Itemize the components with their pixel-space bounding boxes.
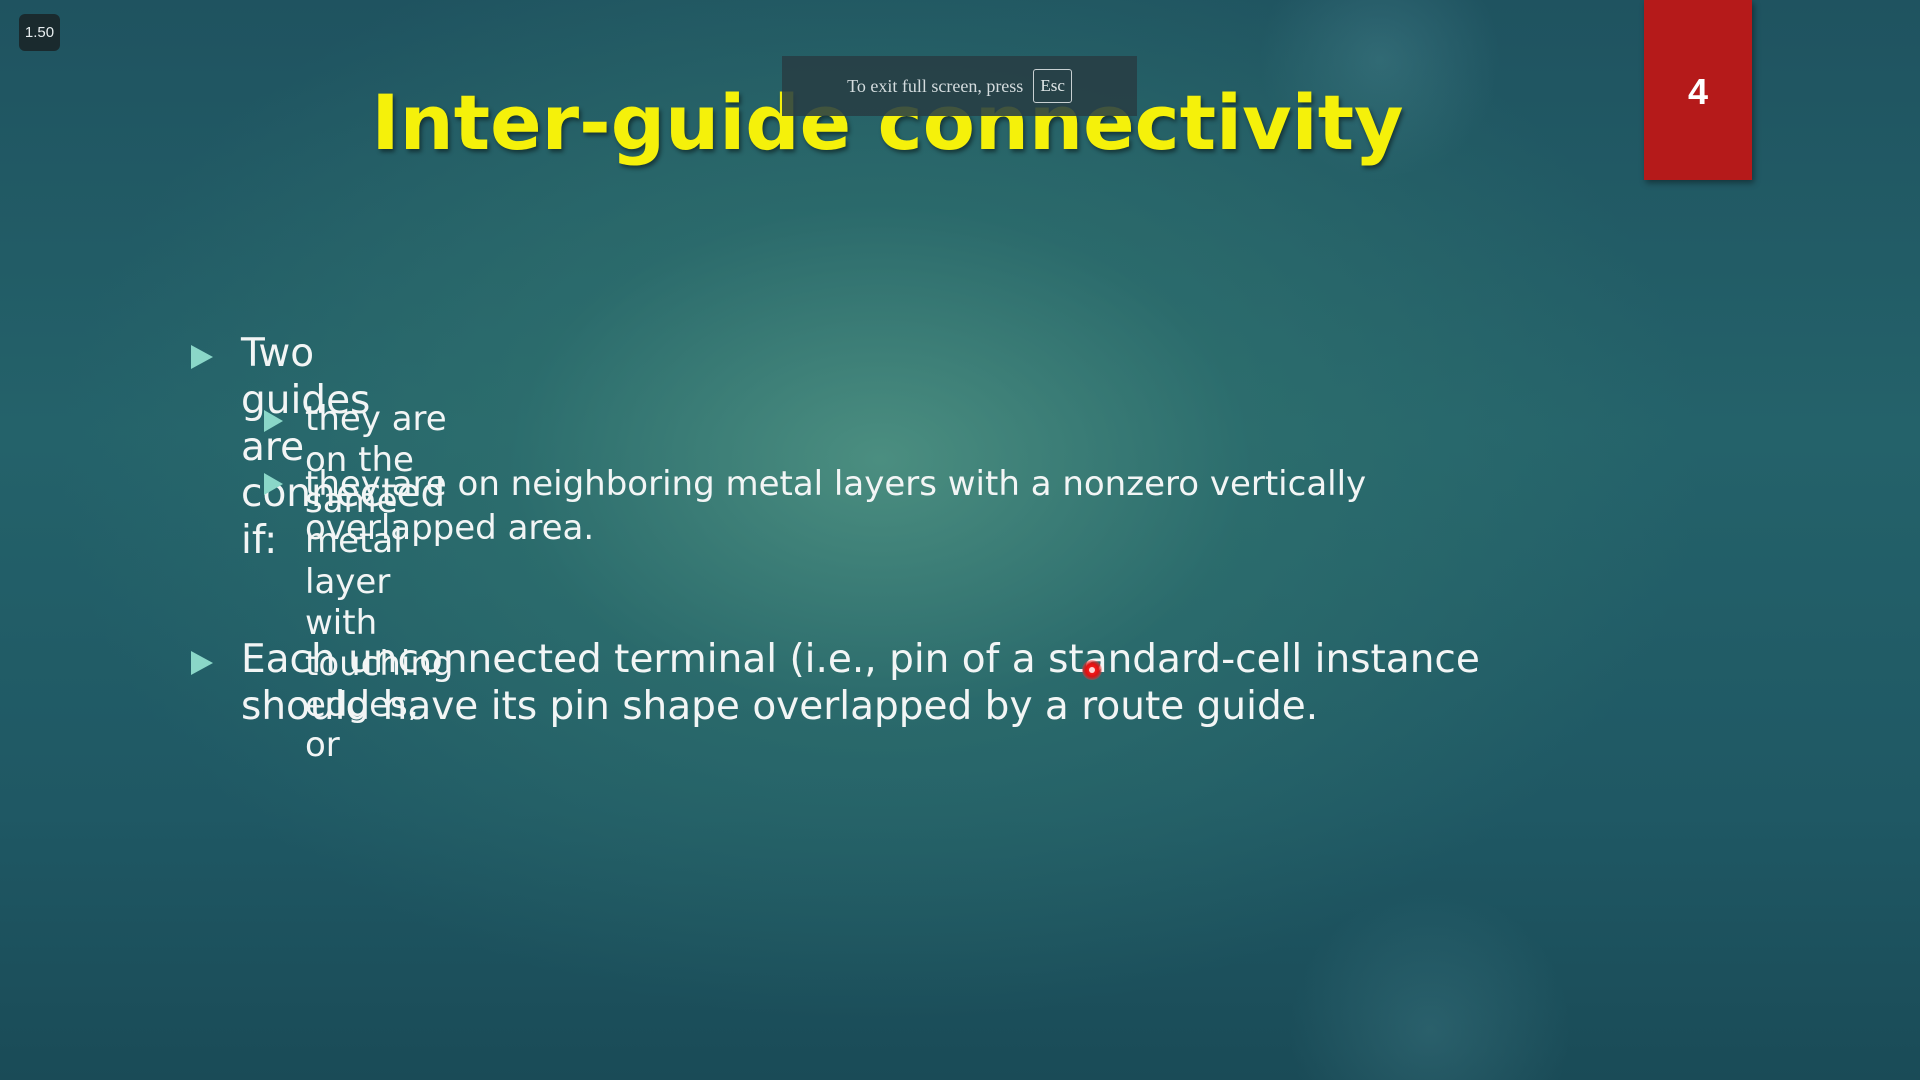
esc-key-hint: Esc	[1033, 69, 1072, 103]
laser-pointer-icon	[1082, 660, 1102, 680]
sub-bullet-item: they are on neighboring metal layers wit…	[264, 462, 1424, 550]
playback-speed-badge[interactable]: 1.50	[19, 14, 60, 51]
bullet-text: Each unconnected terminal (i.e., pin of …	[241, 637, 1480, 729]
fullscreen-exit-text: To exit full screen, press	[847, 75, 1024, 96]
sub-bullet-text: they are on the same metal layer with to…	[305, 399, 454, 766]
sub-bullet-text: they are on neighboring metal layers wit…	[305, 464, 1367, 549]
sub-bullet-item: they are on the same metal layer with to…	[264, 399, 454, 766]
playback-speed-label: 1.50	[24, 24, 55, 41]
triangle-right-icon	[191, 651, 213, 675]
slide-number: 4	[1687, 71, 1709, 112]
triangle-right-icon	[264, 473, 283, 495]
fullscreen-exit-notice: To exit full screen, press Esc	[782, 56, 1137, 116]
bullet-item: Each unconnected terminal (i.e., pin of …	[191, 637, 1531, 731]
triangle-right-icon	[191, 345, 213, 369]
triangle-right-icon	[264, 410, 283, 432]
slide-number-badge: 4	[1644, 0, 1752, 180]
